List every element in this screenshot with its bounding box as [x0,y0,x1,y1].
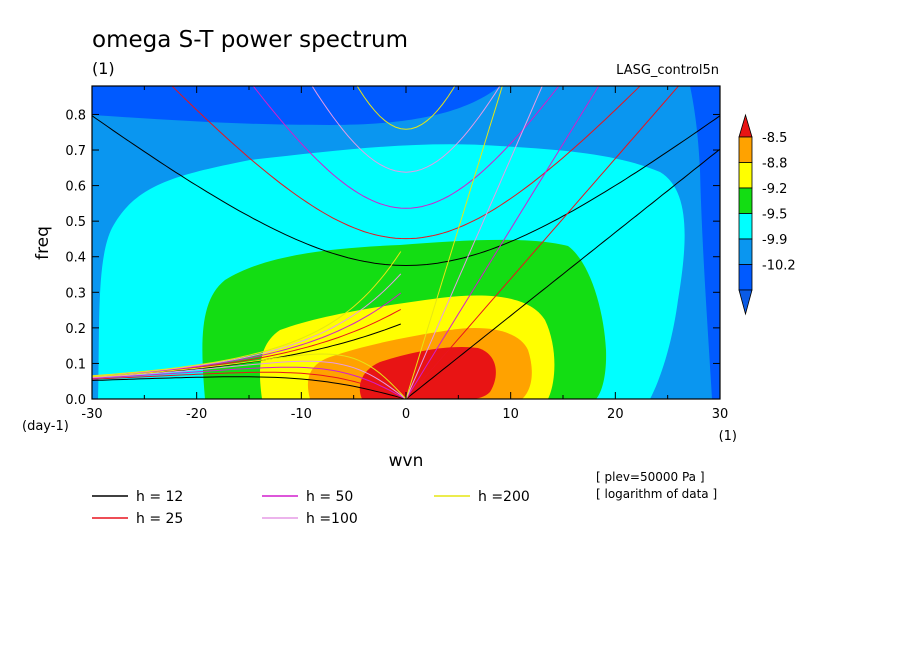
x-axis-label: wvn [389,451,424,471]
curve-kelvin-h200 [405,86,503,399]
y-tick-label: 0.8 [65,108,86,123]
chart-subtitle-right: LASG_control5n [616,63,719,78]
colorbar-swatch [738,213,753,240]
legend-label: h = 50 [306,489,353,505]
colorbar-label: -9.2 [762,182,787,197]
x-tick-label: -10 [291,407,312,422]
colorbar-swatch [738,238,753,265]
curve-kelvin-h25 [405,86,680,399]
chart-subtitle-left: (1) [92,59,115,78]
x-tick-label: 20 [607,407,624,422]
x-tick-label: -30 [81,407,102,422]
colorbar-swatch [738,264,753,291]
curve-rossby-h12 [92,376,407,399]
colorbar-swatch [738,162,753,189]
x-tick-label: 30 [712,407,729,422]
y-axis-label: freq [33,226,53,260]
axes: -30 -20 -10 0 10 20 30 0.0 0.1 0.2 0.3 0.4 0.5 0.6 0.7… [65,86,728,422]
legend-label: h = 25 [136,511,183,527]
curve-ig-h100 [311,86,501,173]
x-tick-label: 10 [502,407,519,422]
y-tick-label: 0.3 [65,286,86,301]
plot-area [92,86,720,399]
curve-kelvin-h50 [405,86,600,399]
chart-title: omega S-T power spectrum [92,27,408,53]
x-tick-label: -20 [186,407,207,422]
curve-kelvin-h100 [405,86,543,399]
colorbar-label: -8.5 [762,131,787,146]
colorbar-label: -8.8 [762,157,787,172]
field-level-dark-right [690,86,720,399]
curve-ig-h50 [252,86,560,209]
curve-ig-h12 [92,115,720,267]
y-tick-label: 0.1 [65,357,86,372]
curve-ig-h200 [356,86,456,130]
colorbar: -8.5 -8.8 -9.2 -9.5 -9.9 -10.2 [738,113,796,316]
y-unit-label: (day-1) [22,419,69,434]
legend-label: h =100 [306,511,358,527]
y-tick-label: 0.4 [65,251,86,266]
y-tick-label: 0.2 [65,322,86,337]
colorbar-triangle-bottom [738,289,753,316]
curve-rossby-h25 [92,371,407,399]
curve-rossby-h50 [92,366,407,399]
x-unit-label: (1) [719,429,737,444]
curve-kelvin-h12 [405,148,720,399]
curve-mrg-h200 [92,251,402,377]
colorbar-label: -9.5 [762,208,787,223]
colorbar-label: -10.2 [762,259,796,274]
y-tick-label: 0.6 [65,180,86,195]
curve-ig-h25 [171,86,641,240]
curve-legend: h = 12 h = 25 h = 50 h =100 h =200 [92,489,530,527]
legend-label: h = 12 [136,489,183,505]
colorbar-swatch [738,136,753,163]
field-level-dark-top [92,86,500,125]
x-tick-label: 0 [402,407,410,422]
curve-rossby-h200 [92,353,407,399]
note-log: [ logarithm of data ] [596,487,717,501]
colorbar-swatch [738,187,753,214]
y-tick-label: 0.7 [65,144,86,159]
colorbar-label: -9.9 [762,233,787,248]
y-tick-label: 0.0 [65,393,86,408]
dispersion-curves [92,86,720,399]
legend-label: h =200 [478,489,530,505]
colorbar-triangle-top [738,113,753,138]
y-tick-label: 0.5 [65,215,86,230]
note-plev: [ plev=50000 Pa ] [596,470,705,484]
curve-rossby-h100 [92,360,407,399]
